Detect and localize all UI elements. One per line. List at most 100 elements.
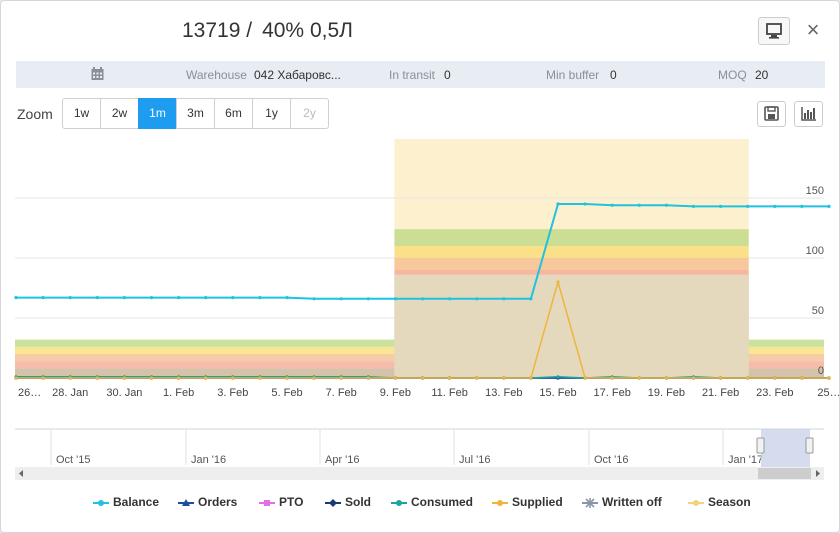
supplied-point xyxy=(637,376,641,380)
legend-label: Consumed xyxy=(411,495,474,509)
page-title: 13719 / 40% 0,5Л xyxy=(182,19,353,43)
x-tick-label: 30. Jan xyxy=(106,387,142,399)
legend-marker-icon xyxy=(325,498,341,507)
bar-chart-icon xyxy=(801,107,816,121)
moq-value: 20 xyxy=(755,68,769,82)
supplied-point xyxy=(231,376,235,380)
balance-point xyxy=(366,297,370,301)
navigator-label: Jan '17 xyxy=(728,454,763,466)
legend-label: Supplied xyxy=(512,495,563,509)
buffer-before-band-2 xyxy=(15,354,395,362)
supplied-point xyxy=(610,376,614,380)
navigator-selection[interactable] xyxy=(761,429,810,467)
zoom-label: Zoom xyxy=(17,106,53,122)
balance-point xyxy=(556,202,560,206)
supplied-point xyxy=(800,376,804,380)
supplied-point xyxy=(95,376,99,380)
navigator-label: Oct '16 xyxy=(594,454,629,466)
y-tick-label: 50 xyxy=(812,305,824,317)
x-tick-label: 11. Feb xyxy=(431,387,468,399)
legend-label: Orders xyxy=(198,495,238,509)
balance-point xyxy=(393,297,397,301)
legend-item-consumed[interactable]: Consumed xyxy=(391,495,473,509)
supplied-point xyxy=(475,376,479,380)
zoom-1w-button[interactable]: 1w xyxy=(62,98,101,129)
supplied-point xyxy=(719,376,723,380)
close-button[interactable]: × xyxy=(806,17,820,42)
x-tick-label: 7. Feb xyxy=(326,387,357,399)
x-tick-label: 28. Jan xyxy=(52,387,88,399)
supplied-point xyxy=(393,376,397,380)
navigator-label: Jul '16 xyxy=(459,454,490,466)
y-tick-label: 0 xyxy=(818,365,824,377)
season-zone-fill xyxy=(394,274,749,378)
monitor-icon xyxy=(766,23,782,39)
legend-item-pto[interactable]: PTO xyxy=(259,495,303,509)
supplied-point xyxy=(177,376,181,380)
y-tick-label: 150 xyxy=(806,185,824,197)
supplied-point xyxy=(664,376,669,380)
buffer-before-band-3 xyxy=(15,346,395,354)
x-tick-label: 17. Feb xyxy=(594,387,631,399)
supplied-point xyxy=(583,376,587,380)
buffer-before-band-1 xyxy=(15,361,395,369)
navigator-handle[interactable] xyxy=(756,437,765,454)
calendar-icon xyxy=(91,67,104,80)
legend-item-orders[interactable]: Orders xyxy=(178,495,237,509)
supplied-point xyxy=(339,376,343,380)
legend-label: Written off xyxy=(602,495,662,509)
sku-number: 13719 / xyxy=(182,19,253,42)
x-tick-label: 25… xyxy=(817,387,839,399)
balance-point xyxy=(610,203,614,207)
navigator-label: Apr '16 xyxy=(325,454,360,466)
stock-chart[interactable]: 0 50 100 150 26… 28. Jan 30. Jan 1. Feb 3. Feb 5… xyxy=(1,131,839,491)
x-tick-label: 23. Feb xyxy=(756,387,793,399)
buffer-season-band-3 xyxy=(394,246,749,258)
floppy-disk-icon xyxy=(764,106,779,121)
balance-point xyxy=(95,296,99,300)
legend-label: Season xyxy=(708,495,751,509)
navigator-label: Jan '16 xyxy=(191,454,226,466)
x-tick-label: 26… xyxy=(18,387,41,399)
scrollbar-thumb[interactable] xyxy=(758,468,811,479)
consumed-point xyxy=(556,375,560,379)
info-bar: Warehouse 042 Хабаровс... In transit 0 M… xyxy=(16,61,825,88)
balance-point xyxy=(285,296,289,300)
supplied-point xyxy=(366,376,370,380)
x-tick-label: 13. Feb xyxy=(485,387,522,399)
legend-item-written-off[interactable]: Written off xyxy=(582,495,662,509)
buffer-value: 0 xyxy=(610,68,617,82)
x-tick-label: 9. Feb xyxy=(380,387,411,399)
buffer-after-band-2 xyxy=(748,354,824,362)
save-button[interactable] xyxy=(757,101,786,127)
navigator-label: Oct '15 xyxy=(56,454,91,466)
legend-item-season[interactable]: Season xyxy=(688,495,751,509)
legend-item-supplied[interactable]: Supplied xyxy=(492,495,563,509)
supplied-point xyxy=(258,376,262,380)
moq-label: MOQ xyxy=(718,68,747,82)
legend-label: Sold xyxy=(345,495,371,509)
balance-point xyxy=(719,204,723,208)
legend-item-balance[interactable]: Balance xyxy=(93,495,159,509)
scrollbar-track xyxy=(15,467,824,480)
scroll-left-arrow[interactable] xyxy=(19,470,23,477)
zoom-3m-button[interactable]: 3m xyxy=(176,98,215,129)
legend-item-sold[interactable]: Sold xyxy=(325,495,371,509)
zoom-1m-button[interactable]: 1m xyxy=(138,98,177,129)
zoom-6m-button[interactable]: 6m xyxy=(214,98,253,129)
chart-type-button[interactable] xyxy=(794,101,823,127)
balance-point xyxy=(637,203,641,207)
warehouse-value: 042 Хабаровс... xyxy=(254,68,341,82)
balance-point xyxy=(827,204,831,208)
x-tick-label: 19. Feb xyxy=(648,387,685,399)
navigator-handle[interactable] xyxy=(805,437,814,454)
fullscreen-button[interactable] xyxy=(758,17,790,45)
scroll-right-arrow[interactable] xyxy=(816,470,820,477)
balance-point xyxy=(231,296,235,300)
zoom-2y-button[interactable]: 2y xyxy=(290,98,329,129)
zoom-2w-button[interactable]: 2w xyxy=(100,98,139,129)
balance-point xyxy=(529,297,533,301)
x-tick-label: 5. Feb xyxy=(271,387,302,399)
zoom-1y-button[interactable]: 1y xyxy=(252,98,291,129)
